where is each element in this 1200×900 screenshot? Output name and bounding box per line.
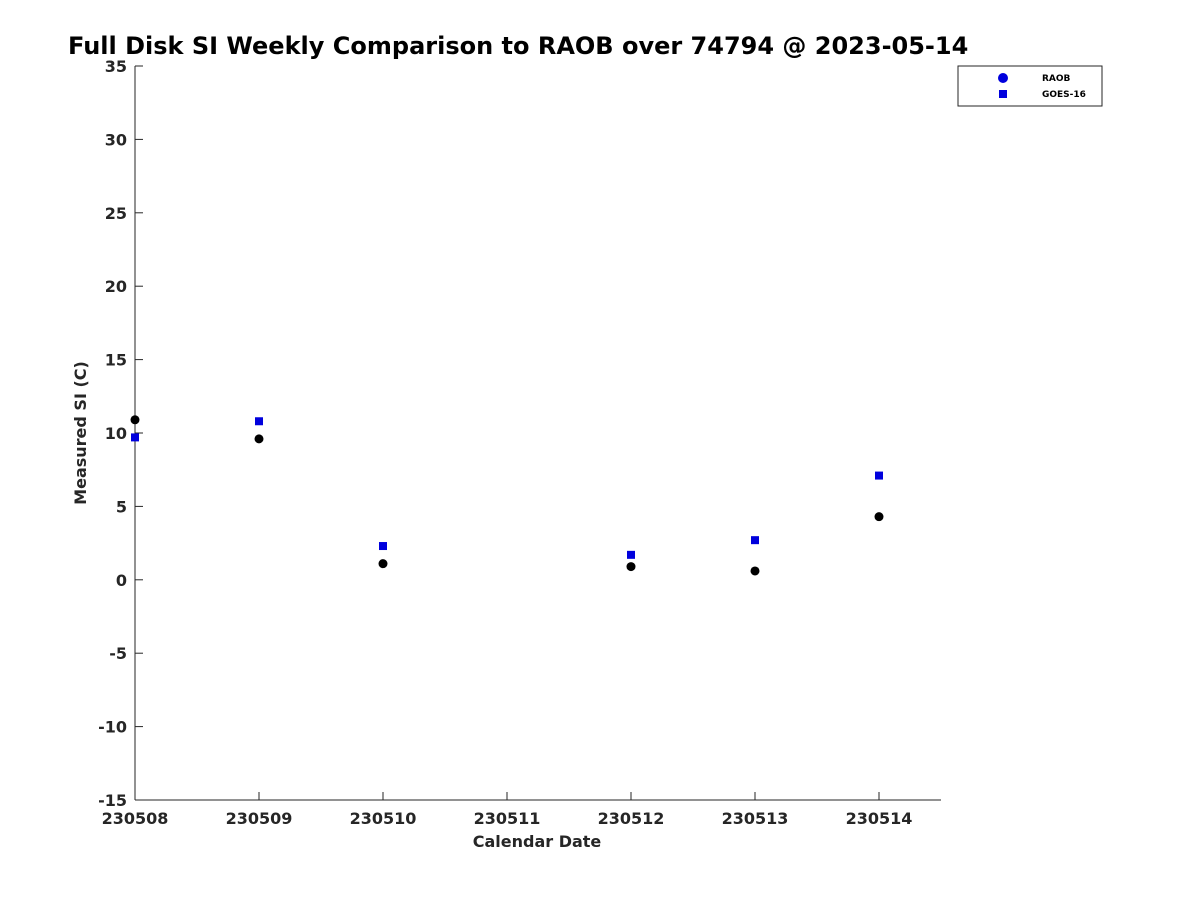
y-tick-label: 10 <box>105 424 127 443</box>
y-ticks: -15 -10 -5 0 5 10 15 20 25 30 35 <box>98 57 143 810</box>
legend: RAOB GOES-16 <box>957 65 1103 107</box>
y-tick-label: -5 <box>109 644 127 663</box>
chart-title: Full Disk SI Weekly Comparison to RAOB o… <box>68 32 968 60</box>
goes16-point <box>627 550 635 559</box>
y-tick-label: 0 <box>116 571 127 590</box>
x-tick-label: 230508 <box>102 809 169 828</box>
legend-marker-raob <box>998 73 1008 83</box>
axes <box>134 66 941 801</box>
raob-point <box>130 415 140 425</box>
raob-point <box>626 562 636 572</box>
y-axis-label: Measured SI (C) <box>71 361 90 505</box>
x-axis-label: Calendar Date <box>473 832 602 851</box>
legend-box <box>957 65 1103 107</box>
x-tick-label: 230513 <box>722 809 789 828</box>
raob-point <box>750 566 760 576</box>
y-tick-label: 35 <box>105 57 127 76</box>
raob-point <box>378 559 388 569</box>
legend-marker-goes16 <box>999 90 1007 98</box>
x-tick-label: 230510 <box>350 809 417 828</box>
goes16-point <box>875 471 883 480</box>
goes16-point <box>131 433 139 442</box>
data-points <box>130 415 884 576</box>
legend-label-raob: RAOB <box>1042 74 1071 84</box>
x-tick-label: 230514 <box>846 809 913 828</box>
legend-label-goes16: GOES-16 <box>1042 90 1086 100</box>
x-tick-label: 230511 <box>474 809 541 828</box>
raob-point <box>874 512 884 522</box>
x-tick-label: 230509 <box>226 809 293 828</box>
goes16-point <box>379 542 387 551</box>
y-tick-label: 25 <box>105 204 127 223</box>
x-ticks: 230508 230509 230510 230511 230512 230513 2305… <box>102 792 913 828</box>
y-tick-label: -15 <box>98 791 127 810</box>
y-tick-label: -10 <box>98 718 127 737</box>
y-tick-label: 5 <box>116 497 127 516</box>
y-tick-label: 20 <box>105 277 127 296</box>
x-tick-label: 230512 <box>598 809 665 828</box>
goes16-point <box>751 536 759 545</box>
y-tick-label: 15 <box>105 351 127 370</box>
y-tick-label: 30 <box>105 130 127 149</box>
goes16-point <box>255 417 263 426</box>
raob-point <box>254 434 264 444</box>
